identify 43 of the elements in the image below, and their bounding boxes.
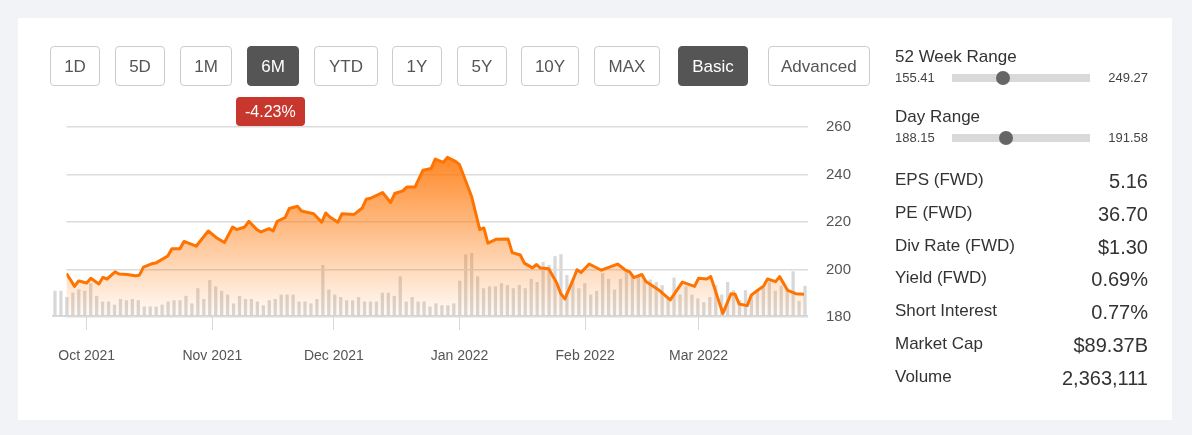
- text: YTD: [314, 46, 378, 86]
- y-tick-label: 200: [826, 259, 852, 277]
- text: 0.69%: [1091, 268, 1148, 292]
- text: 2,363,111: [1061, 366, 1148, 390]
- text: Volume: [895, 366, 952, 387]
- text: 1M: [180, 46, 232, 86]
- y-tick-label: 260: [826, 117, 852, 135]
- y-tick-label: 220: [826, 212, 852, 230]
- x-tick-label: Oct 2021: [58, 347, 116, 364]
- text: $1.30: [1097, 235, 1148, 259]
- text: Advanced: [768, 46, 870, 86]
- text: 6M: [247, 46, 299, 86]
- text: 36.70: [1097, 202, 1148, 226]
- text: 52 Week Range: [895, 47, 1017, 67]
- text: Day Range: [895, 107, 981, 127]
- y-tick-label: 240: [826, 164, 852, 182]
- text: 155.41: [895, 70, 935, 85]
- text: EPS (FWD): [895, 170, 984, 190]
- text: 5.16: [1109, 170, 1148, 193]
- text: 5Y: [457, 46, 507, 86]
- text: 1Y: [392, 46, 442, 86]
- x-tick-label: Mar 2022: [669, 347, 729, 364]
- text: -4.23%: [236, 97, 305, 126]
- text: 188.15: [895, 130, 935, 145]
- x-tick-label: Dec 2021: [303, 347, 365, 364]
- text: 1D: [50, 46, 100, 86]
- text: 5D: [115, 46, 165, 86]
- x-tick-label: Feb 2022: [555, 347, 615, 364]
- text: Short Interest: [895, 301, 998, 322]
- x-tick-label: Nov 2021: [182, 347, 243, 364]
- text: MAX: [594, 46, 660, 86]
- text: Yield (FWD): [895, 268, 987, 289]
- text: 0.77%: [1091, 301, 1148, 325]
- text: 249.27: [1108, 70, 1148, 85]
- text: PE (FWD): [895, 202, 973, 223]
- text: 10Y: [521, 46, 579, 86]
- text: Market Cap: [895, 334, 983, 354]
- text: $89.37B: [1073, 334, 1148, 357]
- x-tick-label: Jan 2022: [430, 347, 489, 364]
- y-tick-label: 180: [826, 307, 852, 325]
- text: Div Rate (FWD): [895, 235, 1015, 256]
- text: Basic: [678, 46, 748, 86]
- text: 191.58: [1108, 130, 1148, 145]
